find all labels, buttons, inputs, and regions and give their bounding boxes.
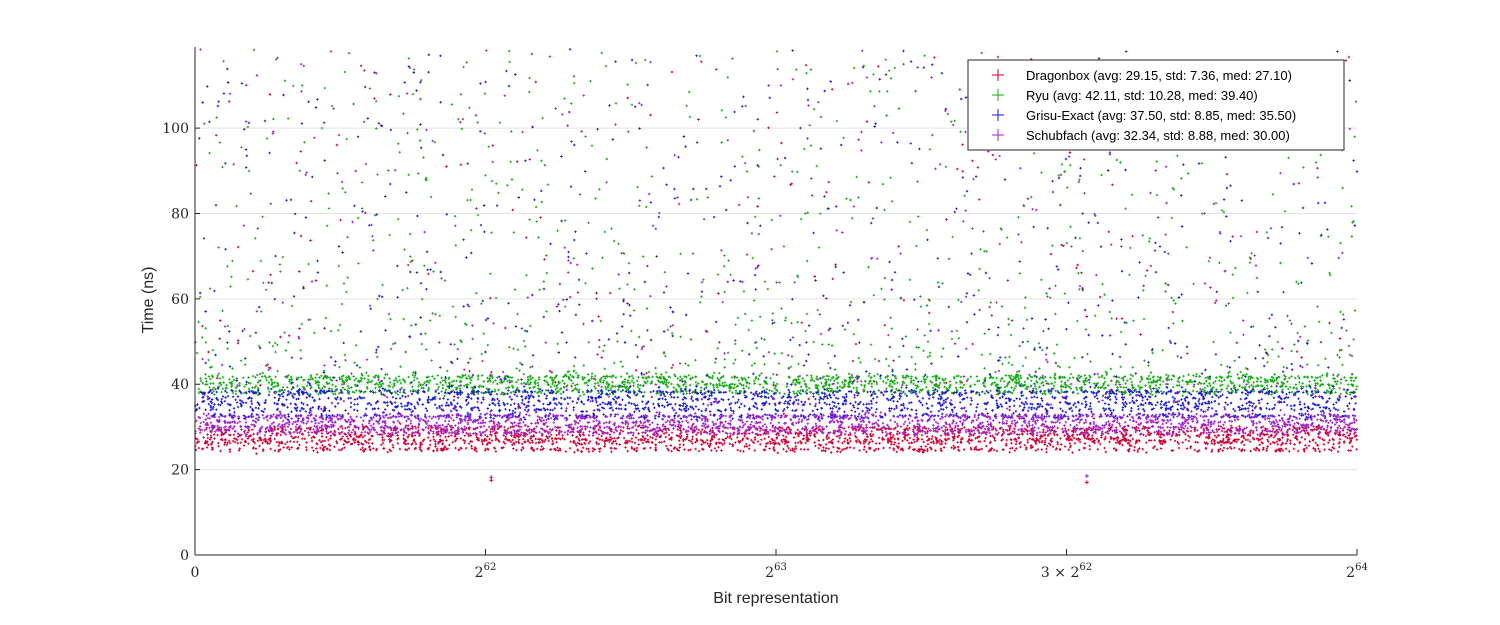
x-tick-exponent: 62 (1079, 562, 1092, 573)
outlier-point (489, 475, 494, 480)
legend-label: Dragonbox (avg: 29.15, std: 7.36, med: 2… (1026, 68, 1292, 83)
legend-label: Grisu-Exact (avg: 37.50, std: 8.85, med:… (1026, 108, 1296, 123)
series-points-1 (195, 48, 1359, 398)
outlier-point (1084, 480, 1089, 485)
x-axis-tick-labels: 0 262 263 3 × 262 264 (191, 549, 1368, 581)
series-marks-1 (195, 48, 1359, 398)
y-tick-label: 60 (171, 292, 189, 308)
series-marks-3 (194, 48, 1358, 438)
legend-marker (992, 89, 1004, 101)
series-marks-0 (194, 56, 1359, 455)
series-points-0 (194, 56, 1359, 455)
y-tick-label: 100 (162, 121, 189, 137)
x-tick-base: 2 (1346, 565, 1355, 581)
x-tick-label: 264 (1346, 562, 1368, 581)
y-axis-tick-labels: 0 20 40 60 80 100 (162, 121, 200, 564)
legend: Dragonbox (avg: 29.15, std: 7.36, med: 2… (967, 59, 1345, 151)
series-points-3 (194, 48, 1358, 438)
x-tick-exponent: 63 (774, 562, 787, 573)
x-tick-label: 262 (475, 562, 497, 581)
legend-label: Schubfach (avg: 32.34, std: 8.88, med: 3… (1026, 128, 1290, 143)
y-tick-label: 80 (171, 206, 189, 222)
x-tick-base: 2 (475, 565, 484, 581)
series-points-2 (194, 48, 1359, 422)
x-tick-base: 2 (765, 565, 774, 581)
y-tick-label: 40 (171, 377, 189, 393)
x-tick-base: 3 × 2 (1041, 565, 1079, 581)
x-tick-label: 263 (765, 562, 787, 581)
x-tick-exponent: 62 (484, 562, 497, 573)
y-tick-label: 0 (180, 548, 189, 564)
legend-box (967, 59, 1345, 151)
legend-marker (992, 69, 1004, 81)
legend-label: Ryu (avg: 42.11, std: 10.28, med: 39.40) (1026, 88, 1258, 103)
grid-lines (195, 127, 1357, 471)
series-marks-2 (194, 48, 1359, 422)
legend-marker (992, 129, 1004, 141)
y-tick-label: 20 (171, 463, 189, 479)
outlier-point (1084, 474, 1089, 479)
y-axis-title: Time (ns) (140, 267, 157, 334)
x-axis-title: Bit representation (713, 590, 838, 607)
legend-marker (992, 109, 1004, 121)
x-tick-label: 0 (191, 565, 200, 581)
x-tick-label: 3 × 262 (1041, 562, 1092, 581)
x-tick-exponent: 64 (1355, 562, 1368, 573)
x-tick-base: 0 (191, 565, 200, 581)
data-points (194, 48, 1359, 485)
